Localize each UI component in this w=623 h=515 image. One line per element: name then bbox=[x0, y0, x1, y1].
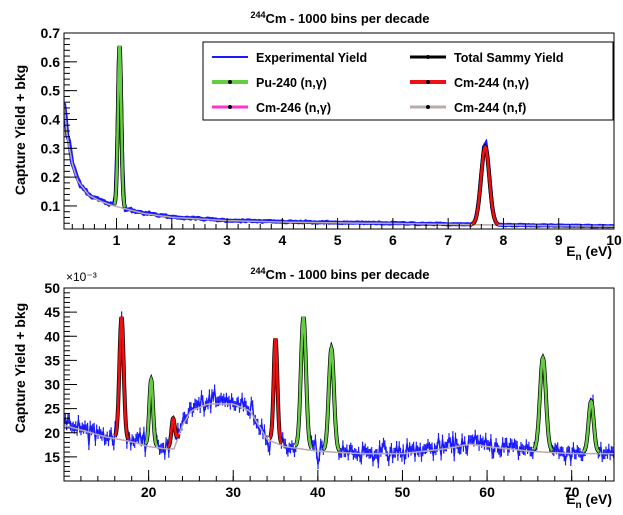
bottom-panel-title: 244Cm - 1000 bins per decade bbox=[250, 266, 429, 282]
plot-data-group-0 bbox=[64, 45, 614, 229]
top-panel-title: 244Cm - 1000 bins per decade bbox=[250, 10, 429, 26]
bottom-panel: 244Cm - 1000 bins per decade ×10⁻³ Captu… bbox=[12, 266, 615, 511]
x-tick-label-1-1: 30 bbox=[225, 484, 241, 500]
top-panel-title-text: Cm - 1000 bins per decade bbox=[266, 11, 430, 26]
x-tick-label-0-5: 6 bbox=[389, 232, 397, 248]
bottom-panel-title-text: Cm - 1000 bins per decade bbox=[266, 267, 430, 282]
plot-data-group-1 bbox=[64, 311, 614, 470]
x-tick-label-0-4: 5 bbox=[334, 232, 342, 248]
top-panel: 244Cm - 1000 bins per decade Capture Yie… bbox=[12, 10, 622, 263]
x-tick-label-1-4: 60 bbox=[479, 484, 495, 500]
legend-label-experimental-yield: Experimental Yield bbox=[256, 51, 367, 65]
legend-marker-pu240-capture bbox=[228, 80, 232, 84]
y-tick-label-0-1: 0.2 bbox=[41, 169, 61, 185]
top-panel-y-axis-label: Capture Yield + bkg bbox=[12, 65, 28, 195]
x-tick-label-0-1: 2 bbox=[168, 232, 176, 248]
top-panel-x-label-sub: n bbox=[576, 252, 582, 263]
y-tick-label-1-6: 45 bbox=[44, 304, 60, 320]
bottom-panel-x-label-main: E bbox=[566, 491, 575, 507]
cm244-fission-series-0 bbox=[64, 104, 614, 228]
legend-marker-cm246-capture bbox=[228, 105, 232, 109]
bottom-panel-title-superscript: 244 bbox=[250, 266, 265, 276]
resonance-fit-0-0 bbox=[113, 45, 127, 208]
bottom-panel-y-exponent: ×10⁻³ bbox=[66, 270, 97, 284]
top-panel-x-label-main: E bbox=[566, 243, 575, 259]
y-tick-label-0-6: 0.7 bbox=[41, 25, 61, 41]
y-tick-label-0-5: 0.6 bbox=[41, 54, 61, 70]
legend-entry-cm244-capture: Cm-244 (n,γ) bbox=[410, 76, 529, 90]
x-tick-label-0-6: 7 bbox=[444, 232, 452, 248]
legend-entry-cm244-fission: Cm-244 (n,f) bbox=[410, 101, 526, 115]
legend-marker-cm244-fission bbox=[426, 105, 430, 109]
legend-entry-total-sammy-yield: Total Sammy Yield bbox=[410, 51, 564, 65]
y-tick-label-1-4: 35 bbox=[44, 352, 60, 368]
y-tick-label-0-0: 0.1 bbox=[41, 198, 61, 214]
resonance-fit-1-0 bbox=[113, 316, 130, 440]
x-tick-label-1-2: 40 bbox=[310, 484, 326, 500]
bottom-panel-x-label-sub: n bbox=[576, 500, 582, 511]
legend-label-pu240-capture: Pu-240 (n,γ) bbox=[256, 76, 327, 90]
y-tick-label-1-1: 20 bbox=[44, 425, 60, 441]
x-tick-label-0-8: 9 bbox=[555, 232, 563, 248]
resonance-fit-0-1 bbox=[471, 144, 500, 226]
legend: Experimental Yield Total Sammy Yield Pu-… bbox=[202, 41, 614, 121]
legend-label-cm246-capture: Cm-246 (n,γ) bbox=[256, 101, 331, 115]
x-tick-label-1-5: 70 bbox=[564, 484, 580, 500]
cm244-fission-series-1 bbox=[64, 403, 614, 455]
top-panel-title-superscript: 244 bbox=[250, 10, 265, 20]
resonance-fit-1-4 bbox=[294, 316, 313, 449]
y-tick-label-0-2: 0.3 bbox=[41, 140, 61, 156]
resonance-fit-1-2 bbox=[166, 416, 180, 449]
top-panel-x-axis-label: En (eV) bbox=[566, 243, 612, 263]
y-tick-label-1-0: 15 bbox=[44, 449, 60, 465]
resonance-fit-1-6 bbox=[532, 354, 554, 452]
resonance-fit-1-1 bbox=[144, 375, 159, 447]
y-tick-label-1-7: 50 bbox=[44, 280, 60, 296]
x-tick-label-1-0: 20 bbox=[141, 484, 157, 500]
legend-marker-total-sammy-yield bbox=[426, 55, 430, 59]
resonance-fit-1-7 bbox=[582, 399, 600, 453]
bottom-panel-x-axis-label: En (eV) bbox=[566, 491, 612, 511]
legend-box bbox=[202, 41, 614, 121]
y-tick-label-1-3: 30 bbox=[44, 377, 60, 393]
legend-label-cm244-capture: Cm-244 (n,γ) bbox=[454, 76, 529, 90]
x-tick-label-0-9: 10 bbox=[606, 232, 622, 248]
x-tick-label-0-7: 8 bbox=[500, 232, 508, 248]
top-plot-area: 1 2 3 4 5 6 7 8 9 10 0.1 0.2 0.3 0.4 0.5 0.6 0.7 bbox=[41, 25, 622, 248]
legend-label-cm244-fission: Cm-244 (n,f) bbox=[454, 101, 526, 115]
x-tick-label-0-2: 3 bbox=[223, 232, 231, 248]
top-panel-x-label-unit: (eV) bbox=[582, 243, 612, 259]
y-tick-label-1-2: 25 bbox=[44, 401, 60, 417]
resonance-fit-1-3 bbox=[268, 338, 283, 444]
bottom-plot-area: 20 30 40 50 60 70 15 20 25 30 35 40 45 50 bbox=[44, 280, 615, 500]
y-tick-label-0-4: 0.5 bbox=[41, 83, 61, 99]
y-tick-label-0-3: 0.4 bbox=[41, 111, 61, 127]
x-tick-label-0-3: 4 bbox=[278, 232, 286, 248]
bottom-panel-x-label-unit: (eV) bbox=[582, 491, 612, 507]
legend-label-total-sammy-yield: Total Sammy Yield bbox=[454, 51, 564, 65]
legend-marker-cm244-capture bbox=[426, 80, 430, 84]
bottom-panel-y-axis-label: Capture Yield + bkg bbox=[12, 303, 28, 433]
x-tick-label-0-0: 1 bbox=[113, 232, 121, 248]
legend-entry-pu240-capture: Pu-240 (n,γ) bbox=[212, 76, 327, 90]
resonance-fit-1-5 bbox=[322, 343, 341, 452]
legend-entry-experimental-yield: Experimental Yield bbox=[212, 51, 367, 65]
y-tick-label-1-5: 40 bbox=[44, 328, 60, 344]
x-tick-label-1-3: 50 bbox=[395, 484, 411, 500]
legend-entry-cm246-capture: Cm-246 (n,γ) bbox=[212, 101, 331, 115]
